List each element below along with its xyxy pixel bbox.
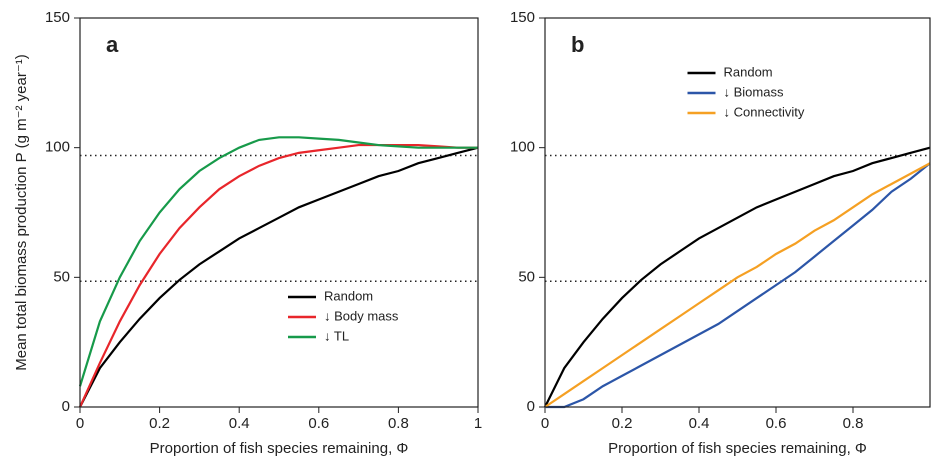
legend-label: ↓ Connectivity	[724, 104, 805, 119]
x-tick-label: 1	[474, 415, 482, 432]
legend-label: ↓ Body mass	[324, 308, 399, 323]
series-line	[79, 146, 479, 408]
y-tick-label: 50	[518, 268, 535, 285]
panel-label: a	[106, 32, 119, 57]
x-tick-label: 0.6	[308, 415, 329, 432]
plot-frame	[544, 17, 931, 408]
legend-label: Random	[324, 288, 373, 303]
x-axis-label: Proportion of fish species remaining, Φ	[608, 440, 867, 457]
x-tick-label: 0.4	[229, 415, 250, 432]
series-line	[78, 136, 478, 387]
x-tick-label: 0.4	[689, 415, 710, 432]
x-tick-label: 0.8	[388, 415, 409, 432]
y-tick-label: 100	[45, 139, 70, 156]
legend-label: ↓ TL	[324, 328, 349, 343]
series-line	[544, 162, 931, 408]
x-axis-label: Proportion of fish species remaining, Φ	[150, 440, 409, 457]
x-tick-label: 0	[76, 415, 84, 432]
legend-label: Random	[724, 64, 773, 79]
series-line	[78, 143, 478, 408]
y-tick-label: 0	[527, 398, 535, 415]
series-line	[544, 146, 931, 408]
y-tick-label: 150	[510, 9, 535, 26]
x-tick-label: 0.2	[149, 415, 170, 432]
x-tick-label: 0.2	[612, 415, 633, 432]
y-tick-label: 100	[510, 139, 535, 156]
y-tick-label: 150	[45, 9, 70, 26]
x-tick-label: 0.8	[843, 415, 864, 432]
y-tick-label: 0	[62, 398, 70, 415]
plot-frame	[79, 17, 479, 408]
panel-label: b	[571, 32, 584, 57]
x-tick-label: 0	[541, 415, 549, 432]
y-axis-label: Mean total biomass production P (g m⁻² y…	[13, 54, 30, 371]
legend-label: ↓ Biomass	[724, 84, 784, 99]
series-line	[545, 162, 931, 409]
x-tick-label: 0.6	[766, 415, 787, 432]
y-tick-label: 50	[53, 268, 70, 285]
